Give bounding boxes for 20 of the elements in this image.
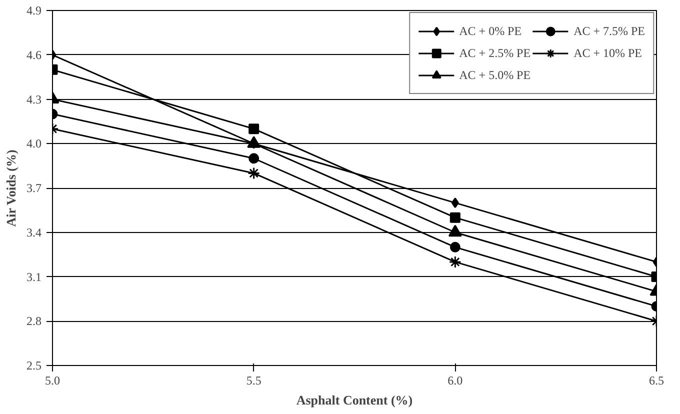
x-axis-title: Asphalt Content (%) — [296, 392, 413, 408]
legend-label: AC + 7.5% PE — [574, 24, 645, 38]
y-tick-label: 4.6 — [26, 48, 42, 62]
y-tick-label: 3.7 — [26, 181, 42, 195]
x-tick-label: 5.0 — [45, 374, 60, 388]
y-tick-label: 2.8 — [26, 314, 42, 328]
legend-label: AC + 5.0% PE — [459, 68, 531, 82]
legend-label: AC + 2.5% PE — [459, 46, 531, 60]
y-tick-label: 4.0 — [26, 136, 42, 151]
y-tick-label: 3.4 — [26, 225, 42, 240]
y-tick-label: 3.1 — [26, 270, 42, 284]
y-tick-label: 4.3 — [26, 92, 42, 106]
legend-label: AC + 10% PE — [574, 46, 642, 60]
x-tick-label: 6.5 — [649, 374, 664, 388]
y-axis-title: Air Voids (%) — [4, 150, 18, 227]
x-tick-label: 5.5 — [246, 374, 262, 388]
y-tick-label: 4.9 — [26, 4, 42, 18]
y-tick-label: 2.5 — [26, 358, 42, 372]
x-tick-label: 6.0 — [448, 374, 463, 388]
legend-label: AC + 0% PE — [459, 24, 522, 38]
